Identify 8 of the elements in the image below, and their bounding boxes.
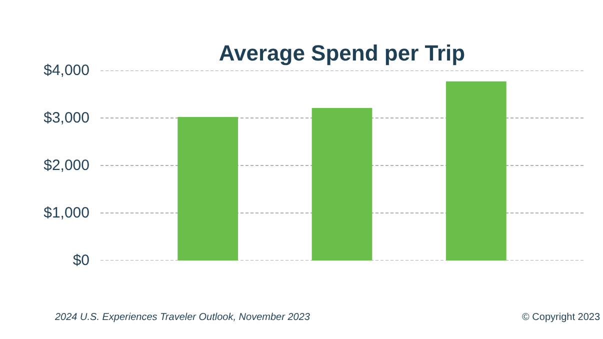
y-tick-label: $4,000: [44, 62, 90, 79]
y-tick-label: $2,000: [44, 157, 90, 174]
text: © Copyright 2023: [522, 311, 600, 325]
y-tick-label: $0: [72, 252, 90, 269]
y-tick-label: $1,000: [44, 204, 90, 222]
chart-title: Average Spend per Trip: [218, 40, 466, 66]
text: 2024 U.S. Experiences Traveler Outlook, November 2023: [55, 311, 310, 325]
y-tick-label: $3,000: [44, 110, 90, 126]
